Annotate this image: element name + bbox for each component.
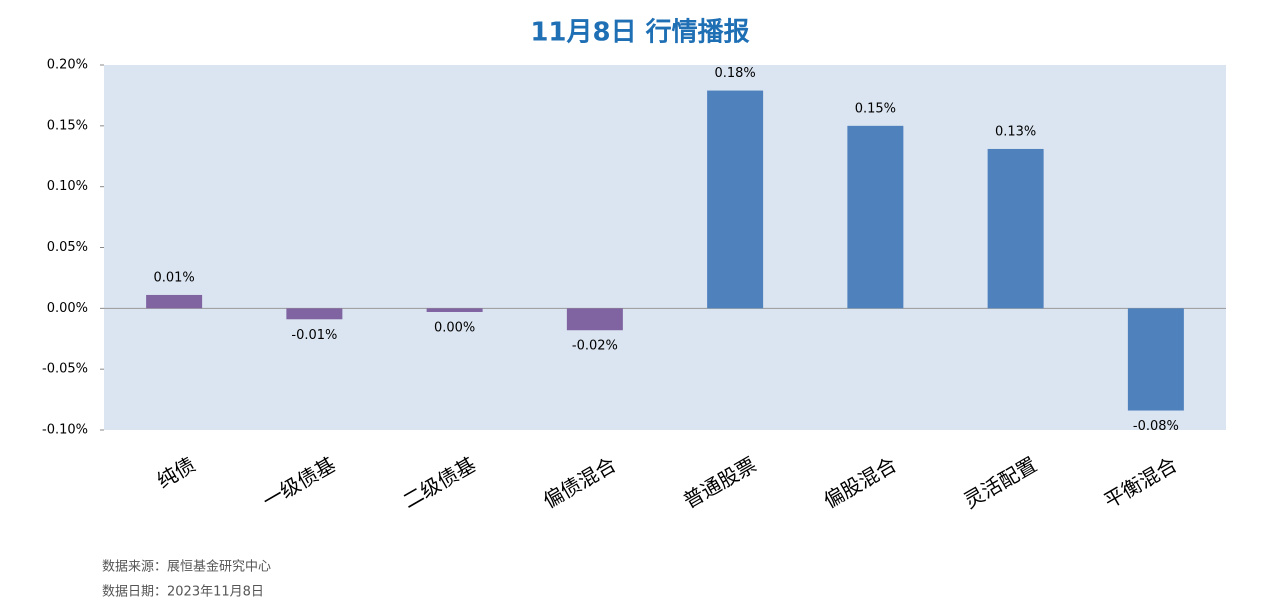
bar	[566, 308, 623, 331]
bar	[426, 308, 483, 312]
plot-area	[104, 65, 1226, 430]
bar	[847, 125, 904, 309]
y-tick-label: 0.20%	[47, 58, 88, 73]
x-tick-label: 一级债基	[258, 452, 339, 513]
data-label: -0.08%	[1133, 419, 1179, 434]
data-label: -0.01%	[291, 328, 337, 343]
data-label: 0.01%	[153, 270, 194, 285]
y-tick-label: 0.10%	[47, 179, 88, 194]
source-note: 数据来源：展恒基金研究中心	[102, 559, 271, 575]
bar	[286, 308, 343, 320]
bar	[707, 90, 764, 309]
y-tick-label: -0.10%	[42, 423, 88, 438]
x-tick-label: 二级债基	[399, 452, 480, 513]
data-label: 0.13%	[995, 124, 1036, 139]
date-note: 数据日期：2023年11月8日	[102, 585, 264, 600]
data-label: 0.00%	[434, 320, 475, 335]
x-tick-label: 纯债	[153, 452, 200, 493]
x-tick-label: 平衡混合	[1100, 452, 1181, 513]
y-tick-label: -0.05%	[42, 362, 88, 377]
data-label: 0.15%	[855, 101, 896, 116]
chart-title: 11月8日 行情播报	[530, 17, 749, 48]
y-tick-label: 0.15%	[47, 118, 88, 133]
x-tick-label: 灵活配置	[960, 452, 1041, 513]
data-label: 0.18%	[714, 66, 755, 81]
bar	[146, 294, 203, 309]
bar	[1127, 308, 1184, 411]
y-tick-label: 0.05%	[47, 240, 88, 255]
x-tick-label: 偏债混合	[539, 452, 620, 513]
x-tick-label: 偏股混合	[819, 452, 900, 513]
y-tick-label: 0.00%	[47, 301, 88, 316]
data-label: -0.02%	[572, 339, 618, 354]
x-tick-label: 普通股票	[679, 452, 760, 513]
bar	[987, 148, 1044, 309]
